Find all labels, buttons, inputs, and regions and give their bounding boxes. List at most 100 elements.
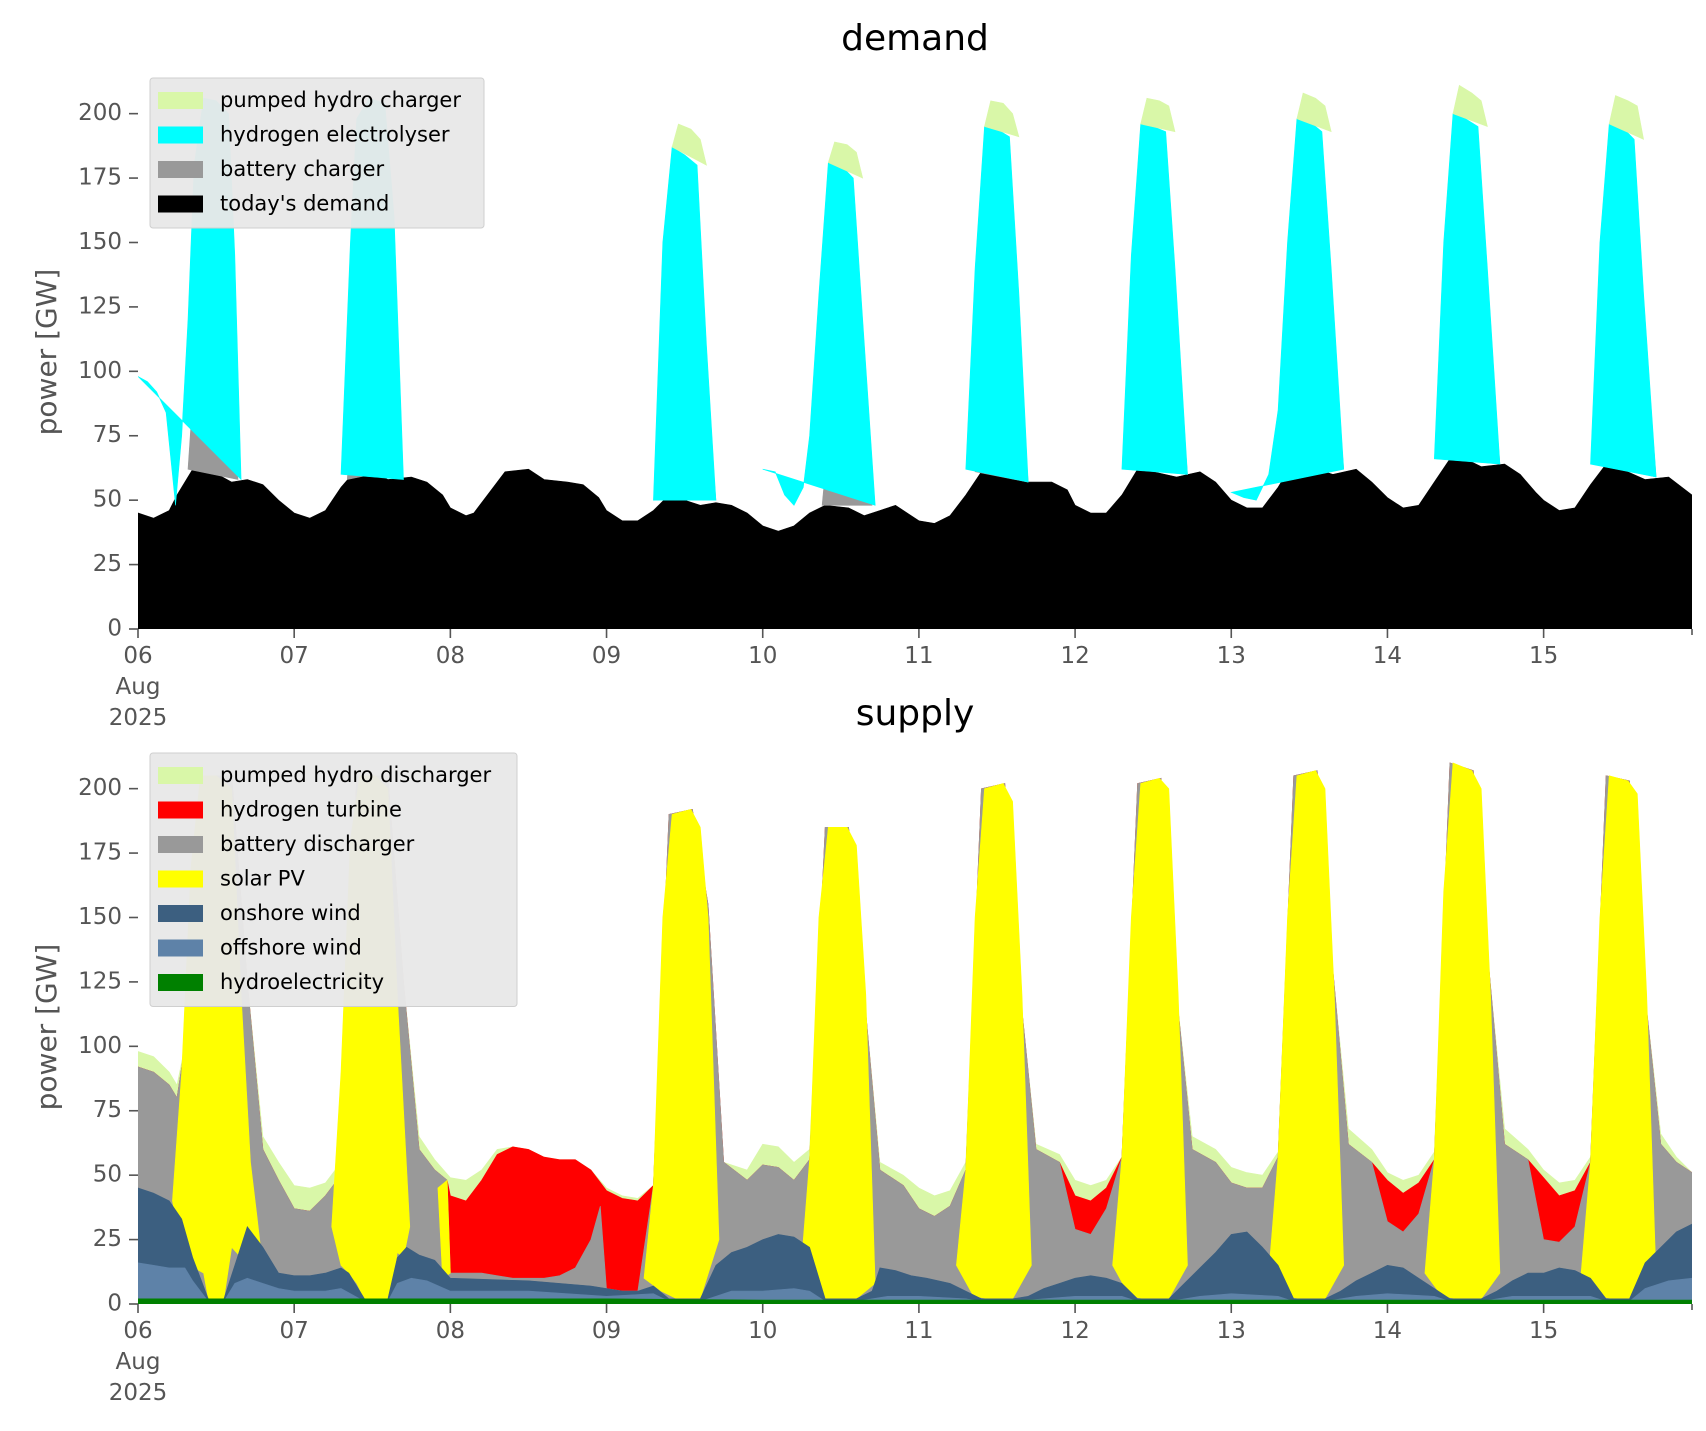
supply-area-solar-pv-band-3 [643, 808, 720, 1300]
demand-ylabel: power [GW] [30, 269, 63, 436]
supply-ytick-label: 25 [93, 1226, 122, 1252]
demand-xtick-label: 08 [436, 643, 465, 669]
supply-legend-label-battery-discharger: battery discharger [220, 832, 415, 856]
supply-legend-label-offshore-wind: offshore wind [220, 936, 362, 960]
demand-xtick-label: 2025 [109, 705, 168, 731]
demand-xtick-label: 14 [1373, 643, 1402, 669]
demand-xtick-label: 06 [123, 643, 152, 669]
supply-area-solar-pv-band-6 [1112, 777, 1188, 1300]
supply-ytick-label: 125 [78, 968, 122, 994]
demand-area-hydrogen-electrolyser-band-6 [1230, 118, 1345, 501]
demand-plot-area [138, 84, 1692, 629]
demand-legend-label-pumped-hydro-charger: pumped hydro charger [220, 88, 461, 112]
supply-xtick-label: 15 [1529, 1318, 1558, 1344]
supply-xtick-label: 10 [748, 1318, 777, 1344]
supply-ytick-label: 200 [78, 775, 122, 801]
demand-ytick-label: 150 [78, 229, 122, 255]
demand-ytick-label: 0 [107, 616, 122, 642]
demand-legend-label-today-s-demand: today's demand [220, 192, 389, 216]
supply-xtick-label: 14 [1373, 1318, 1402, 1344]
supply-ytick-label: 50 [93, 1162, 122, 1188]
demand-area-pumped-hydro-charger-band-0 [671, 123, 707, 166]
demand-ytick-label: 200 [78, 100, 122, 126]
demand-xtick-label: 15 [1529, 643, 1558, 669]
demand-area-pumped-hydro-charger-band-1 [827, 141, 864, 179]
demand-area-hydrogen-electrolyser-band-8 [1590, 123, 1657, 478]
demand-area-pumped-hydro-charger-band-2 [984, 100, 1020, 138]
supply-legend-label-pumped-hydro-discharger: pumped hydro discharger [220, 763, 491, 787]
supply-legend-swatch-battery-discharger [158, 836, 203, 853]
demand-xtick-label: Aug [116, 674, 161, 700]
demand-ytick-label: 50 [93, 487, 122, 513]
demand-legend-label-hydrogen-electrolyser: hydrogen electrolyser [220, 123, 450, 147]
supply-axes: 0 25 50 75 100 125 150 175 200 06 Aug 2025 07 08 09 10 1… [78, 775, 1693, 1406]
demand-area-hydrogen-electrolyser-band-3 [762, 162, 876, 506]
demand-area-today-s-demand [138, 458, 1692, 629]
demand-xtick-label: 09 [592, 643, 621, 669]
demand-area-pumped-hydro-charger-band-5 [1452, 84, 1488, 127]
supply-xtick-label: 08 [436, 1318, 465, 1344]
supply-ytick-label: 0 [107, 1291, 122, 1317]
supply-xtick-label: 09 [592, 1318, 621, 1344]
demand-legend: pumped hydro charger hydrogen electrolyse… [149, 77, 485, 229]
supply-area-solar-pv-band-7 [1268, 770, 1345, 1300]
demand-legend-swatch-battery-charger [158, 161, 203, 178]
supply-legend-swatch-pumped-hydro-discharger [158, 767, 203, 784]
supply-ytick-label: 75 [93, 1097, 122, 1123]
supply-legend-label-hydrogen-turbine: hydrogen turbine [220, 798, 402, 822]
supply-xtick-label: 2025 [109, 1380, 168, 1406]
demand-xtick-label: 11 [904, 643, 933, 669]
supply-xtick-label: Aug [116, 1349, 161, 1375]
demand-xtick-label: 13 [1217, 643, 1246, 669]
supply-ytick-label: 100 [78, 1033, 122, 1059]
demand-area-hydrogen-electrolyser-band-4 [965, 126, 1029, 483]
supply-legend-swatch-solar-pv [158, 870, 203, 888]
demand-panel: demand power [GW] 0 25 50 75 100 125 150 175 200… [30, 18, 1693, 731]
supply-legend-label-hydroelectricity: hydroelectricity [220, 970, 384, 994]
supply-area-solar-pv-band-8 [1424, 762, 1501, 1300]
supply-plot-area [138, 762, 1692, 1304]
supply-xtick-label: 07 [280, 1318, 309, 1344]
supply-legend-swatch-hydroelectricity [158, 974, 203, 991]
demand-legend-box [149, 77, 485, 229]
demand-ytick-label: 125 [78, 293, 122, 319]
supply-area-solar-pv-band-9 [1580, 775, 1657, 1300]
supply-legend-swatch-hydrogen-turbine [158, 801, 203, 819]
demand-axes: 0 25 50 75 100 125 150 175 200 06 Aug 2025 07 08 09 10 1… [78, 100, 1693, 731]
supply-ytick-label: 175 [78, 840, 122, 866]
demand-area-pumped-hydro-charger-band-6 [1608, 95, 1645, 140]
demand-area-hydrogen-electrolyser-band-2 [653, 146, 717, 501]
supply-area-solar-pv-band-5 [956, 783, 1032, 1300]
demand-area-pumped-hydro-charger [671, 84, 1645, 179]
supply-legend-box [149, 752, 518, 1007]
demand-legend-swatch-hydrogen-electrolyser [158, 126, 203, 144]
demand-ytick-label: 75 [93, 422, 122, 448]
demand-area-hydrogen-electrolyser-band-7 [1433, 113, 1501, 465]
demand-xtick-label: 07 [280, 643, 309, 669]
demand-xtick-label: 12 [1060, 643, 1089, 669]
supply-legend-swatch-offshore-wind [158, 939, 203, 957]
supply-ytick-label: 150 [78, 904, 122, 930]
supply-area-solar-pv-band-4 [799, 827, 876, 1300]
demand-area-hydrogen-electrolyser-band-5 [1121, 123, 1188, 475]
supply-legend-label-onshore-wind: onshore wind [220, 901, 361, 925]
demand-area-pumped-hydro-charger-band-4 [1296, 92, 1332, 133]
demand-legend-label-battery-charger: battery charger [220, 157, 385, 181]
supply-legend-swatch-onshore-wind [158, 905, 203, 922]
demand-ytick-label: 25 [93, 551, 122, 577]
supply-area-solar-pv-band-2 [437, 1179, 451, 1279]
supply-legend-label-solar-pv: solar PV [220, 867, 305, 891]
demand-ytick-label: 100 [78, 358, 122, 384]
demand-area-pumped-hydro-charger-band-3 [1140, 97, 1176, 133]
supply-area-solar-pv [172, 762, 1657, 1300]
supply-ylabel: power [GW] [30, 944, 63, 1111]
supply-xtick-label: 11 [904, 1318, 933, 1344]
demand-legend-swatch-pumped-hydro-charger [158, 92, 203, 109]
supply-panel: supply power [GW] 0 25 50 75 100 125 150 175 200… [30, 693, 1693, 1406]
supply-legend: pumped hydro discharger hydrogen turbine b… [149, 752, 518, 1007]
demand-ytick-label: 175 [78, 165, 122, 191]
supply-xtick-label: 06 [123, 1318, 152, 1344]
supply-title: supply [856, 693, 975, 734]
demand-legend-swatch-today-s-demand [158, 195, 203, 213]
